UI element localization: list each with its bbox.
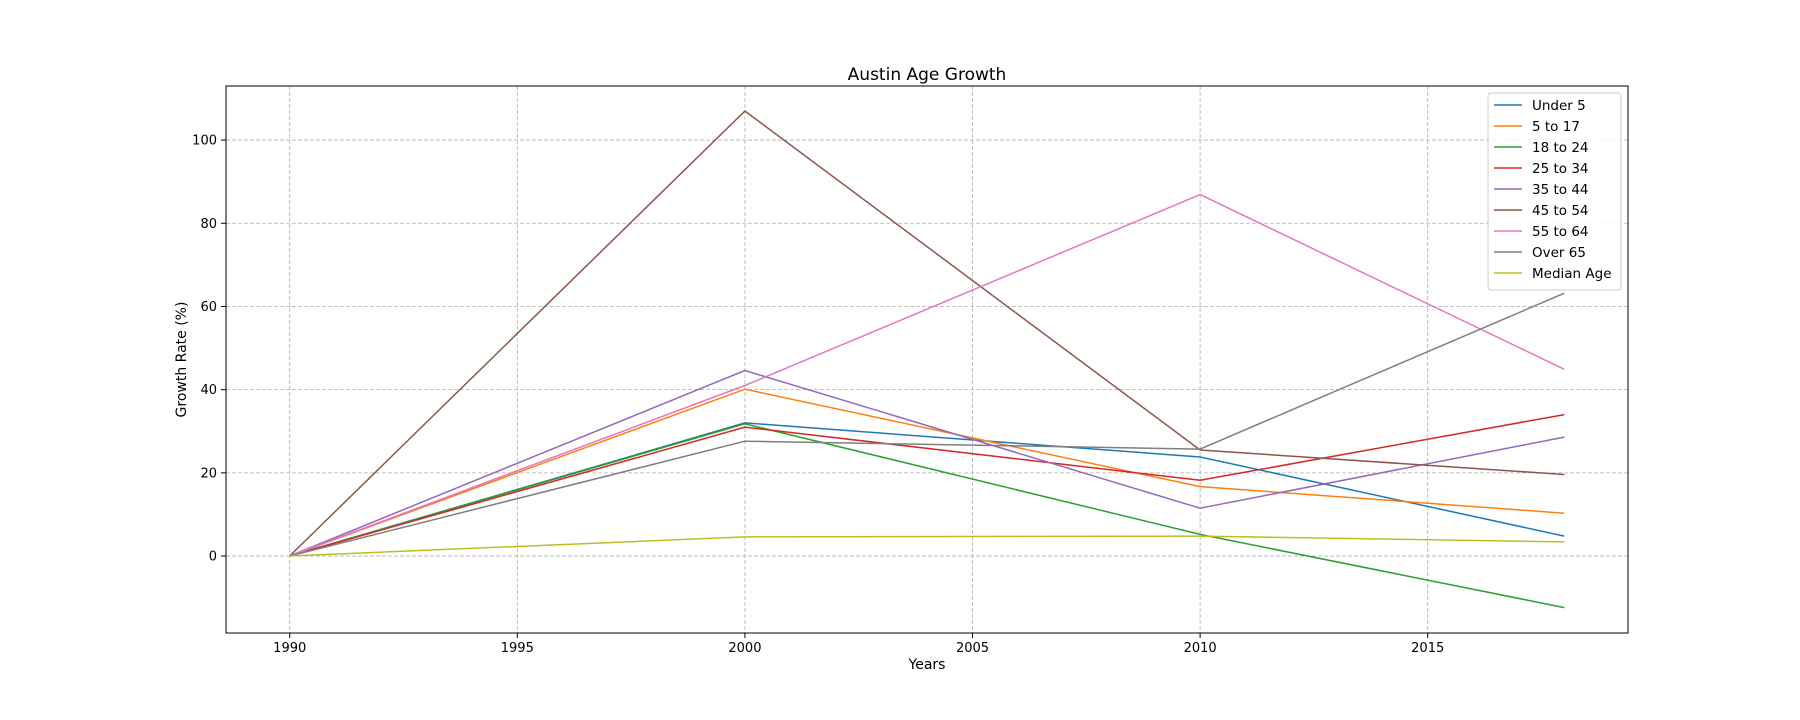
x-tick-label: 2015 bbox=[1411, 641, 1444, 656]
series-line-45-to-54 bbox=[289, 110, 1565, 557]
legend-item-45-to-54: 45 to 54 bbox=[1494, 203, 1589, 219]
legend-item-25-to-34: 25 to 34 bbox=[1494, 161, 1589, 177]
y-tick-label: 40 bbox=[200, 383, 217, 398]
series-line-25-to-34 bbox=[289, 413, 1565, 557]
series-lines bbox=[289, 110, 1565, 609]
legend-label: Over 65 bbox=[1532, 245, 1586, 261]
x-tick-label: 1995 bbox=[501, 641, 534, 656]
series-line-over-65 bbox=[289, 292, 1565, 557]
y-tick-label: 80 bbox=[200, 217, 217, 232]
legend-label: 25 to 34 bbox=[1532, 161, 1589, 177]
series-line-5-to-17 bbox=[289, 388, 1565, 557]
legend-box bbox=[1487, 92, 1622, 291]
legend-label: 18 to 24 bbox=[1532, 140, 1589, 156]
x-tick-label: 1990 bbox=[273, 641, 306, 656]
legend-item-under-5: Under 5 bbox=[1494, 98, 1586, 114]
series-line-35-to-44 bbox=[289, 369, 1565, 557]
series-line-55-to-64 bbox=[289, 193, 1565, 557]
legend-label: 5 to 17 bbox=[1532, 119, 1580, 135]
legend-item-median-age: Median Age bbox=[1494, 266, 1612, 282]
legend-label: Under 5 bbox=[1532, 98, 1586, 114]
legend-label: 45 to 54 bbox=[1532, 203, 1589, 219]
y-tick-label: 100 bbox=[192, 134, 217, 149]
x-axis-label: Years bbox=[908, 657, 946, 673]
y-tick-label: 0 bbox=[209, 550, 217, 565]
legend-item-18-to-24: 18 to 24 bbox=[1494, 140, 1589, 156]
y-tick-label: 60 bbox=[200, 300, 217, 315]
legend-item-35-to-44: 35 to 44 bbox=[1494, 182, 1589, 198]
legend-item-55-to-64: 55 to 64 bbox=[1494, 224, 1589, 240]
legend-label: 55 to 64 bbox=[1532, 224, 1589, 240]
plot-frame bbox=[225, 85, 1629, 634]
x-tick-label: 2010 bbox=[1184, 641, 1217, 656]
legend-label: 35 to 44 bbox=[1532, 182, 1589, 198]
series-line-median-age bbox=[289, 535, 1565, 557]
x-tick-label: 2000 bbox=[728, 641, 761, 656]
series-line-18-to-24 bbox=[289, 423, 1565, 609]
legend-item-over-65: Over 65 bbox=[1494, 245, 1586, 261]
y-axis-label: Growth Rate (%) bbox=[174, 302, 190, 418]
chart-title: Austin Age Growth bbox=[848, 65, 1007, 85]
legend-item-5-to-17: 5 to 17 bbox=[1494, 119, 1580, 135]
axis-ticks: 1990 1995 2000 2005 2010 2015 0 20 40 60 80 100 bbox=[192, 134, 1444, 656]
y-tick-label: 20 bbox=[200, 466, 217, 481]
legend: Under 5 5 to 17 18 to 24 25 to 34 35 to 44 45… bbox=[1487, 92, 1622, 291]
grid-lines bbox=[226, 86, 1628, 633]
legend-label: Median Age bbox=[1532, 266, 1612, 282]
x-tick-label: 2005 bbox=[956, 641, 989, 656]
